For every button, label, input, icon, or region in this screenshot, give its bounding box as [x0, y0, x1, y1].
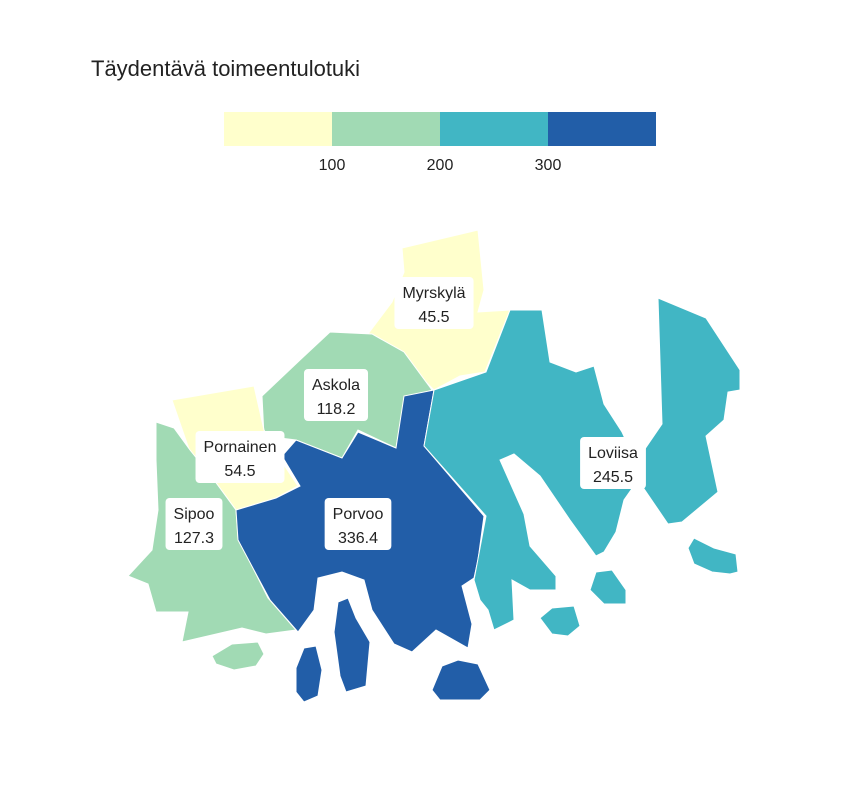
region-name-label: Askola [312, 377, 360, 394]
label-box [303, 369, 369, 421]
label-box [165, 498, 223, 550]
region-name-label: Pornainen [204, 439, 277, 456]
region-name-label: Porvoo [333, 506, 384, 523]
label-loviisa: Loviisa 245.5 [580, 437, 646, 489]
label-box [195, 431, 285, 483]
region-sipoo-island-1 [211, 641, 265, 671]
legend-swatch-0 [224, 112, 332, 146]
legend-tick-label: 300 [535, 157, 562, 174]
region-value-label: 118.2 [317, 401, 356, 418]
region-value-label: 127.3 [174, 530, 214, 547]
legend-swatch-3 [548, 112, 656, 146]
label-box [324, 498, 392, 550]
legend-swatch-2 [440, 112, 548, 146]
label-box [580, 437, 646, 489]
region-porvoo-island-2 [333, 597, 371, 693]
region-value-label: 54.5 [224, 463, 255, 480]
region-loviisa-island-2 [539, 605, 581, 637]
chart-title: Täydentävä toimeentulotuki [91, 56, 361, 81]
label-sipoo: Sipoo 127.3 [165, 498, 223, 550]
label-askola: Askola 118.2 [303, 369, 369, 421]
region-loviisa-island-1 [589, 569, 627, 605]
region-value-label: 245.5 [593, 469, 633, 486]
region-value-label: 336.4 [338, 530, 378, 547]
region-name-label: Myrskylä [402, 285, 465, 302]
region-loviisa-island-3 [687, 537, 739, 575]
legend: 100 200 300 [224, 112, 656, 174]
label-box [394, 277, 474, 329]
region-porvoo-island-1 [295, 645, 323, 703]
legend-tick-label: 100 [319, 157, 346, 174]
legend-tick-label: 200 [427, 157, 454, 174]
region-name-label: Sipoo [174, 506, 215, 523]
label-porvoo: Porvoo 336.4 [324, 498, 392, 550]
region-porvoo-island-3 [431, 659, 491, 701]
legend-swatch-1 [332, 112, 440, 146]
label-myrskyla: Myrskylä 45.5 [394, 277, 474, 329]
label-pornainen: Pornainen 54.5 [195, 431, 285, 483]
region-value-label: 45.5 [418, 309, 449, 326]
region-labels: Myrskylä 45.5 Askola 118.2 Pornainen 54.5 Sipo… [165, 277, 646, 550]
region-name-label: Loviisa [588, 445, 638, 462]
